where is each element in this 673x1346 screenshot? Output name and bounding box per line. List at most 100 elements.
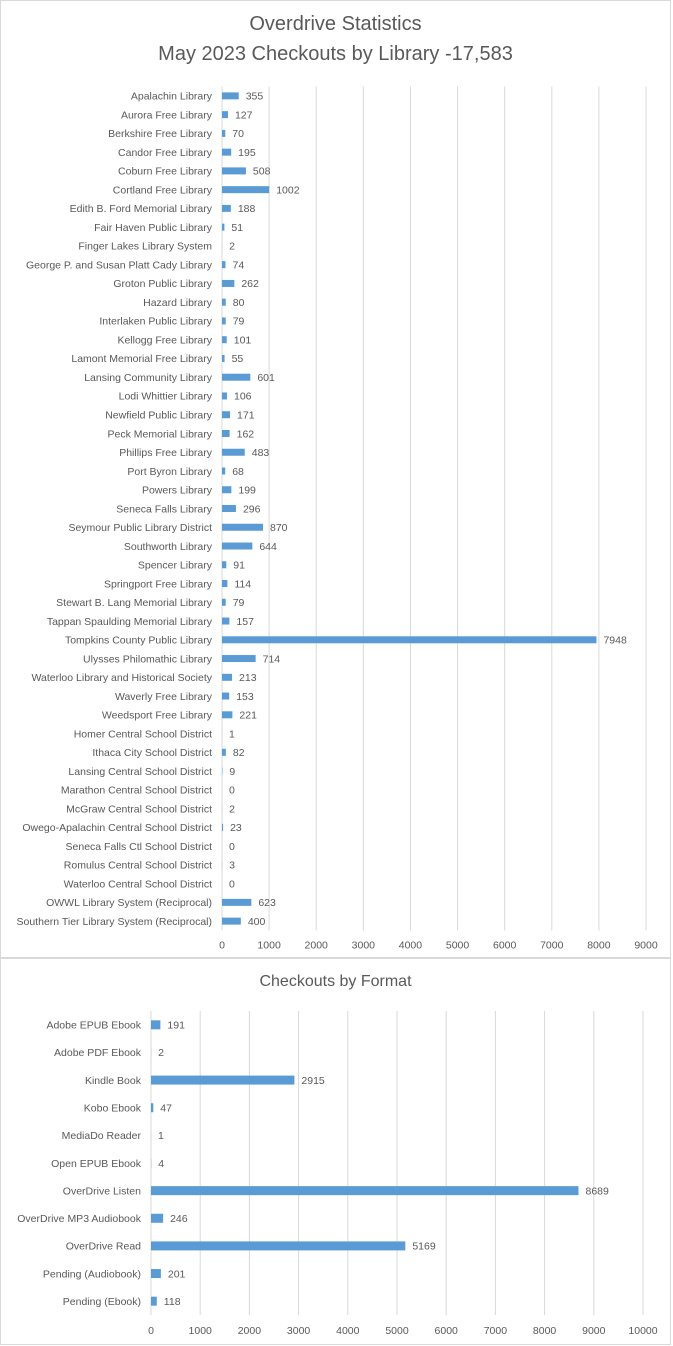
data-label: 153 xyxy=(236,691,254,703)
category-label: Lansing Central School District xyxy=(68,766,212,778)
data-label: 262 xyxy=(241,278,259,290)
data-label: 213 xyxy=(239,672,257,684)
data-label: 188 xyxy=(238,203,256,215)
x-tick-label: 10000 xyxy=(628,1325,657,1337)
data-label: 2915 xyxy=(301,1075,325,1087)
x-tick-label: 9000 xyxy=(582,1325,606,1337)
category-label: Apalachin Library xyxy=(131,91,213,103)
x-tick-label: 3000 xyxy=(352,940,376,952)
bar xyxy=(222,749,226,756)
category-label: Waterloo Library and Historical Society xyxy=(31,672,212,684)
data-label: 1 xyxy=(158,1130,164,1142)
bar xyxy=(222,149,231,156)
data-label: 2 xyxy=(229,803,235,815)
category-label: Candor Free Library xyxy=(118,147,213,159)
category-label: McGraw Central School District xyxy=(66,803,212,815)
data-label: 91 xyxy=(233,560,245,572)
category-label: OverDrive Listen xyxy=(63,1185,141,1197)
bar xyxy=(222,599,226,606)
x-tick-label: 4000 xyxy=(399,940,423,952)
bar xyxy=(222,918,241,925)
x-tick-label: 0 xyxy=(219,940,225,952)
category-label: Berkshire Free Library xyxy=(108,128,213,140)
data-label: 199 xyxy=(238,485,256,497)
data-label: 2 xyxy=(229,241,235,253)
category-label: Open EPUB Ebook xyxy=(51,1158,142,1170)
category-label: Southern Tier Library System (Reciprocal… xyxy=(17,916,213,928)
data-label: 246 xyxy=(170,1213,188,1225)
x-tick-label: 4000 xyxy=(336,1325,360,1337)
bar xyxy=(222,130,225,137)
data-label: 47 xyxy=(160,1103,172,1115)
data-label: 157 xyxy=(236,616,254,628)
bar xyxy=(222,636,596,643)
x-tick-label: 3000 xyxy=(287,1325,311,1337)
category-label: Kindle Book xyxy=(85,1075,142,1087)
data-label: 8689 xyxy=(585,1185,609,1197)
bar xyxy=(222,186,269,193)
data-label: 714 xyxy=(263,653,281,665)
category-label: Finger Lakes Library System xyxy=(78,241,212,253)
category-label: Kobo Ebook xyxy=(84,1103,142,1115)
bar xyxy=(222,355,225,362)
x-tick-label: 2000 xyxy=(238,1325,262,1337)
category-label: Adobe PDF Ebook xyxy=(54,1047,142,1059)
category-label: Tappan Spaulding Memorial Library xyxy=(47,616,213,628)
bar xyxy=(222,317,226,324)
category-label: Powers Library xyxy=(142,485,213,497)
data-label: 508 xyxy=(253,166,271,178)
data-label: 221 xyxy=(239,710,257,722)
bar xyxy=(151,1186,578,1195)
bar xyxy=(222,205,231,212)
data-label: 644 xyxy=(259,541,277,553)
category-label: OWWL Library System (Reciprocal) xyxy=(46,897,212,909)
data-label: 5169 xyxy=(412,1241,436,1253)
category-label: Ulysses Philomathic Library xyxy=(83,653,213,665)
bar xyxy=(151,1076,294,1085)
category-label: Ithaca City School District xyxy=(92,747,212,759)
category-label: Fair Haven Public Library xyxy=(94,222,213,234)
data-label: 68 xyxy=(232,466,244,478)
bar xyxy=(222,711,232,718)
data-label: 101 xyxy=(234,334,252,346)
data-label: 106 xyxy=(234,391,252,403)
bar xyxy=(151,1269,161,1278)
bar xyxy=(222,336,227,343)
data-label: 80 xyxy=(233,297,245,309)
bar xyxy=(222,618,229,625)
x-tick-label: 9000 xyxy=(634,940,658,952)
x-tick-label: 5000 xyxy=(385,1325,409,1337)
bar xyxy=(222,167,246,174)
data-label: 1 xyxy=(229,728,235,740)
category-label: Marathon Central School District xyxy=(61,785,212,797)
bar xyxy=(222,467,225,474)
data-label: 114 xyxy=(234,578,251,590)
bar xyxy=(222,824,223,831)
category-label: Port Byron Library xyxy=(127,466,212,478)
data-label: 79 xyxy=(233,597,245,609)
category-label: George P. and Susan Platt Cady Library xyxy=(26,259,213,271)
x-tick-label: 7000 xyxy=(484,1325,508,1337)
category-label: Waterloo Central School District xyxy=(64,878,212,890)
bar xyxy=(222,899,251,906)
x-tick-label: 6000 xyxy=(435,1325,459,1337)
data-label: 601 xyxy=(257,372,275,384)
category-label: OverDrive MP3 Audiobook xyxy=(17,1213,141,1225)
bar xyxy=(151,1297,157,1306)
x-tick-label: 8000 xyxy=(533,1325,557,1337)
category-label: Coburn Free Library xyxy=(118,166,213,178)
category-label: OverDrive Read xyxy=(66,1241,141,1253)
category-label: Seneca Falls Library xyxy=(116,503,212,515)
category-label: Seymour Public Library District xyxy=(68,522,212,534)
bar xyxy=(222,674,232,681)
data-label: 23 xyxy=(230,822,242,834)
data-label: 171 xyxy=(237,410,255,422)
data-label: 0 xyxy=(229,841,235,853)
category-label: Pending (Ebook) xyxy=(63,1296,141,1308)
x-tick-label: 0 xyxy=(148,1325,154,1337)
category-label: Lamont Memorial Free Library xyxy=(71,353,212,365)
category-label: MediaDo Reader xyxy=(62,1130,142,1142)
category-label: Springport Free Library xyxy=(104,578,213,590)
bar xyxy=(222,655,256,662)
